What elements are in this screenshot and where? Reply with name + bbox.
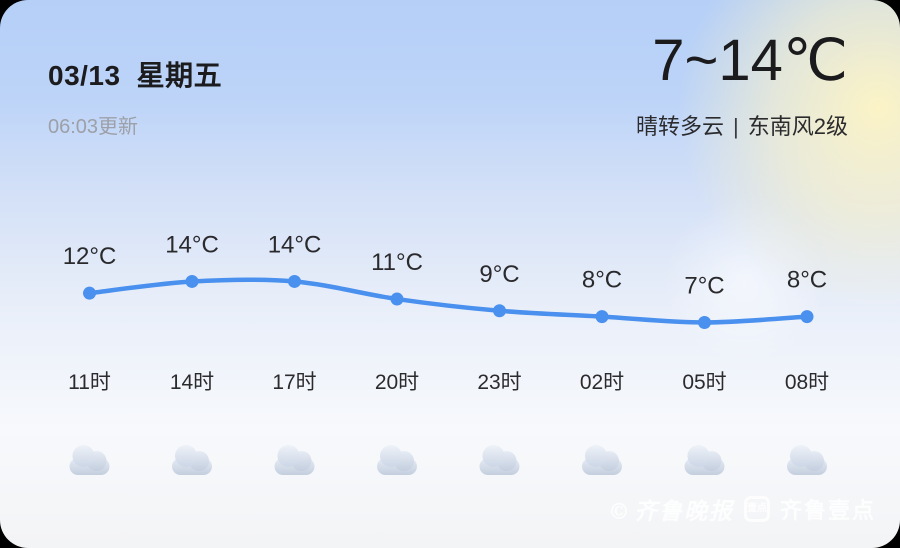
cloud-icon (582, 445, 622, 475)
temp-label: 11°C (371, 249, 423, 276)
time-label: 02时 (580, 371, 624, 394)
temp-label: 14°C (165, 231, 219, 258)
temp-point (800, 310, 814, 324)
time-label: 05时 (682, 371, 726, 394)
temp-point (390, 292, 404, 306)
temp-point (493, 304, 506, 318)
time-label: 20时 (375, 371, 419, 394)
date-header: 03/13 星期五 (48, 54, 222, 94)
update-time: 06:03更新 (48, 116, 139, 138)
watermark: ©齐鲁晚报 壹点 齐鲁壹点 (608, 492, 876, 526)
temp-label: 8°C (582, 267, 622, 294)
cloud-icon (377, 445, 417, 475)
condition-row: 晴转多云 | 东南风2级 (636, 109, 848, 141)
time-label: 14时 (170, 371, 214, 394)
cloud-icon (684, 445, 725, 475)
temp-label: 12°C (63, 243, 117, 270)
temp-label: 8°C (787, 267, 827, 294)
yidian-badge-icon: 壹点 (743, 496, 770, 522)
condition-text: 晴转多云 (636, 114, 725, 139)
temp-point (595, 310, 609, 324)
temp-point (83, 286, 96, 300)
condition-separator: | (733, 114, 739, 139)
app-name: 齐鲁壹点 (779, 498, 876, 523)
temp-point (288, 274, 301, 288)
copyright-icon: © (607, 499, 632, 525)
time-label: 11时 (68, 371, 111, 394)
time-label: 17时 (272, 371, 316, 394)
temp-label: 14°C (268, 231, 322, 258)
cloud-icon (479, 445, 520, 475)
cloud-icon (69, 445, 110, 475)
cloud-icon (787, 445, 827, 475)
temp-label: 7°C (684, 272, 724, 299)
temp-point (185, 274, 199, 288)
cloud-icon (274, 445, 315, 475)
temp-point (698, 315, 711, 329)
wind-text: 东南风2级 (747, 114, 848, 139)
paper-watermark: ©齐鲁晚报 (608, 492, 734, 526)
date-text: 03/13 (48, 60, 121, 91)
temp-label: 9°C (479, 261, 519, 288)
temp-line (87, 277, 810, 325)
cloud-icon (172, 445, 212, 475)
time-label: 23时 (477, 371, 521, 394)
weekday-text: 星期五 (136, 60, 223, 91)
time-label: 08时 (785, 371, 829, 394)
temp-range: 7~14℃ (652, 28, 848, 93)
paper-name: 齐鲁晚报 (633, 498, 734, 525)
